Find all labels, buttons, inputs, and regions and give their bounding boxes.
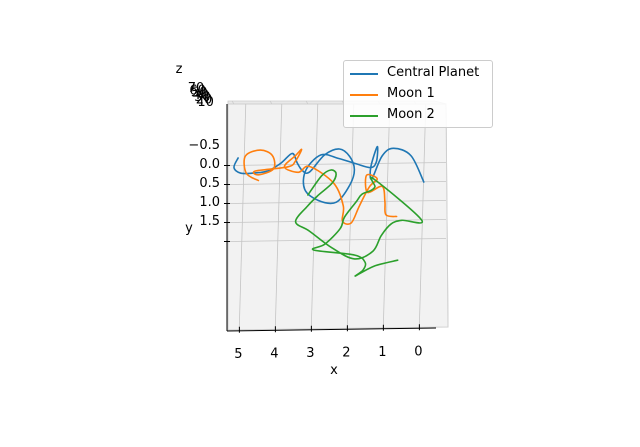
- legend-label: Central Planet: [387, 65, 480, 80]
- grid-line-z: [269, 100, 273, 105]
- legend-item-moon-2: Moon 2: [344, 105, 490, 125]
- z-tick-label: 20: [196, 93, 213, 108]
- grid-line-x: [238, 103, 247, 329]
- series-line-central-planet: [233, 145, 425, 205]
- grid-line-y: [227, 162, 447, 166]
- legend-label: Moon 1: [387, 86, 435, 101]
- legend-swatch: [350, 94, 378, 96]
- y-axis-label: y: [185, 221, 193, 236]
- legend-label: Moon 2: [387, 107, 435, 122]
- grid-line-y: [227, 238, 447, 242]
- z-tick-label: 10: [197, 95, 214, 110]
- y-tick-label: −0.5: [188, 138, 220, 153]
- legend-swatch: [350, 115, 378, 117]
- z-tick-label: 30: [194, 90, 211, 105]
- legend-swatch: [350, 73, 378, 75]
- y-tick-label: 0.0: [199, 157, 220, 172]
- x-tick-label: 2: [342, 345, 350, 360]
- grid-line-y: [227, 219, 447, 223]
- z-tick-label: 40: [193, 88, 210, 103]
- grid-line-y: [227, 181, 447, 185]
- back-pane: [227, 103, 449, 331]
- grid-line-x: [274, 103, 283, 329]
- x-tick-label: 3: [306, 346, 314, 361]
- series-line-moon-2: [294, 169, 424, 277]
- grid-line-x: [418, 103, 427, 329]
- z-tick-label: 70: [188, 81, 205, 96]
- legend: Central Planet Moon 1 Moon 2: [343, 60, 493, 128]
- series-layer: [233, 145, 425, 277]
- grid-line-x: [310, 103, 319, 329]
- z-axis-label: z: [176, 62, 183, 77]
- y-tick-label: 1.0: [199, 195, 220, 210]
- legend-item-central-planet: Central Planet: [344, 63, 490, 83]
- legend-item-moon-1: Moon 1: [344, 84, 490, 104]
- grid-line-z: [231, 100, 235, 105]
- series-line-moon-1: [243, 148, 398, 225]
- x-tick-label: 5: [234, 347, 242, 362]
- x-tick-label: 4: [270, 346, 278, 361]
- grid-line-z: [305, 100, 309, 105]
- grid-line-x: [346, 103, 355, 329]
- z-tick-label: 60: [189, 83, 206, 98]
- y-tick-label: 0.5: [199, 176, 220, 191]
- axis-lines: [226, 104, 437, 332]
- x-tick-label: 0: [414, 344, 422, 359]
- y-tick-label: 1.5: [199, 214, 220, 229]
- x-axis-label: x: [330, 363, 338, 378]
- x-tick-label: 1: [378, 345, 386, 360]
- z-tick-label: 50: [191, 86, 208, 101]
